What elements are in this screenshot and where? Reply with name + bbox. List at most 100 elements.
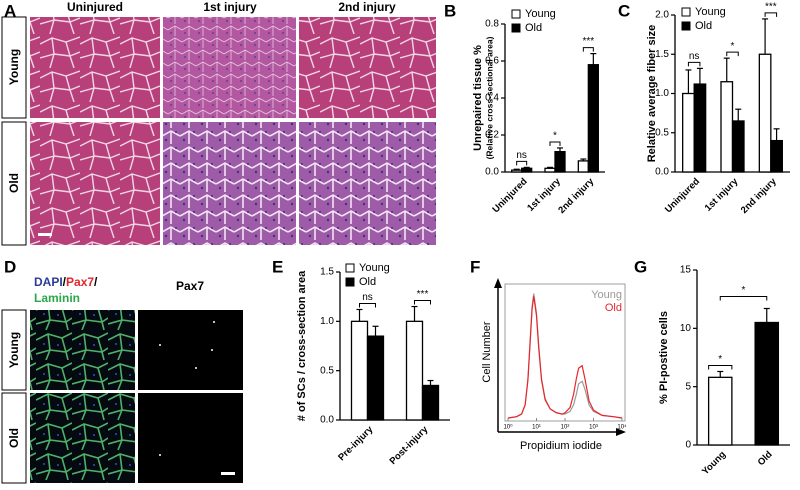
stain: /	[63, 275, 67, 289]
bar	[511, 169, 523, 173]
histology-images	[1, 16, 436, 246]
nucleus	[211, 349, 213, 351]
y-tick-label: 0.2	[485, 130, 499, 141]
row-box	[1, 16, 27, 119]
legend-label: Old	[605, 302, 622, 314]
column-header: 2nd injury	[338, 0, 396, 14]
column-header: Uninjured	[67, 0, 123, 14]
bar	[758, 53, 772, 173]
y-axis-label: Unrepaired tissue %	[472, 45, 484, 151]
stain: DAPI	[34, 275, 63, 289]
significance-label: ***	[582, 36, 594, 47]
image	[163, 122, 296, 245]
stain: Laminin	[34, 291, 80, 305]
significance-label: *	[553, 131, 557, 142]
panel-label: D	[4, 257, 16, 276]
y-tick-label: 1.0	[655, 88, 669, 99]
x-tick-label: Old	[756, 449, 775, 468]
image	[163, 17, 296, 118]
row-label: Young	[7, 332, 21, 368]
significance-label: *	[731, 41, 735, 52]
bar	[421, 384, 440, 421]
y-tick-label: 0.0	[655, 167, 669, 178]
nucleus	[195, 367, 197, 369]
x-tick-label: 10¹	[532, 425, 541, 431]
y-tick-label: 0.0	[320, 415, 334, 426]
y-tick-label: 0.5	[320, 365, 334, 376]
y-tick-label: 10	[680, 323, 692, 334]
panel-label: A	[4, 1, 16, 20]
bar	[587, 64, 599, 173]
significance-label: ***	[765, 2, 777, 13]
bar	[720, 81, 734, 173]
x-tick-label: Post-injury	[388, 424, 431, 467]
x-axis-label: Propidium iodide	[520, 440, 602, 452]
significance-label: ns	[689, 51, 700, 62]
series-line	[507, 296, 623, 419]
bar	[754, 321, 780, 446]
y-axis-sublabel: (Relative cross-sectional area)	[484, 36, 494, 159]
legend-label: Old	[695, 20, 712, 32]
significance-label: ***	[417, 289, 429, 300]
bar	[405, 320, 424, 421]
bar	[682, 92, 695, 173]
legend-label: Young	[695, 6, 726, 18]
y-tick-label: 0.8	[485, 19, 499, 30]
y-tick-label: 1.5	[320, 267, 334, 278]
significance-bracket	[687, 61, 701, 67]
column-header: 1st injury	[203, 0, 257, 14]
image	[30, 393, 135, 483]
bar	[693, 83, 707, 173]
bar	[521, 167, 533, 173]
x-tick-label: Uninjured	[490, 176, 529, 215]
legend-swatch	[511, 9, 521, 19]
row-box	[1, 121, 27, 246]
legend-swatch	[345, 277, 355, 287]
y-axis-label: Cell Number	[481, 321, 493, 382]
x-tick-label: 1st injury	[703, 176, 741, 214]
significance-bracket	[414, 300, 431, 305]
arrow-head	[616, 428, 626, 436]
panel-label: G	[634, 257, 647, 276]
y-tick-label: 5	[685, 381, 691, 392]
significance-label: *	[718, 354, 722, 365]
scale-bar	[221, 472, 235, 475]
bar	[731, 120, 745, 173]
panel-label: E	[272, 257, 283, 276]
nucleus	[159, 344, 161, 346]
stain: /	[94, 275, 98, 289]
image	[299, 17, 436, 118]
y-tick-label: 0.6	[485, 56, 499, 67]
y-tick-label: 0	[685, 440, 691, 451]
legend-swatch	[681, 21, 691, 31]
significance-bracket	[726, 51, 739, 57]
bar	[554, 150, 566, 173]
y-tick-label: 1.5	[655, 49, 669, 60]
x-tick-label: 10⁰	[503, 424, 513, 431]
row-label: Old	[7, 428, 21, 448]
bar	[770, 139, 783, 173]
panel-label: C	[618, 1, 630, 20]
bar	[707, 376, 733, 446]
significance-label: *	[742, 285, 746, 296]
nucleus	[159, 454, 161, 456]
row-label: Young	[7, 49, 21, 85]
x-tick-label: 10³	[589, 425, 598, 431]
y-tick-label: 1.0	[320, 316, 334, 327]
stain-label: DAPI/Pax7/	[34, 275, 98, 289]
bar	[350, 320, 369, 421]
legend-swatch	[681, 7, 691, 17]
significance-bracket	[764, 12, 778, 17]
x-tick-label: 10⁴	[617, 424, 627, 431]
legend-label: Young	[525, 8, 556, 20]
y-tick-label: 0.4	[485, 93, 499, 104]
y-tick-label: 15	[680, 265, 692, 276]
y-axis-label: # of SCs / cross-section area	[296, 270, 308, 421]
significance-label: ns	[362, 292, 373, 303]
x-tick-label: 2nd injury	[556, 176, 596, 216]
significance-bracket	[359, 302, 376, 308]
bar	[577, 160, 589, 173]
y-axis-label: % PI-postive cells	[658, 311, 670, 404]
image	[138, 393, 243, 483]
